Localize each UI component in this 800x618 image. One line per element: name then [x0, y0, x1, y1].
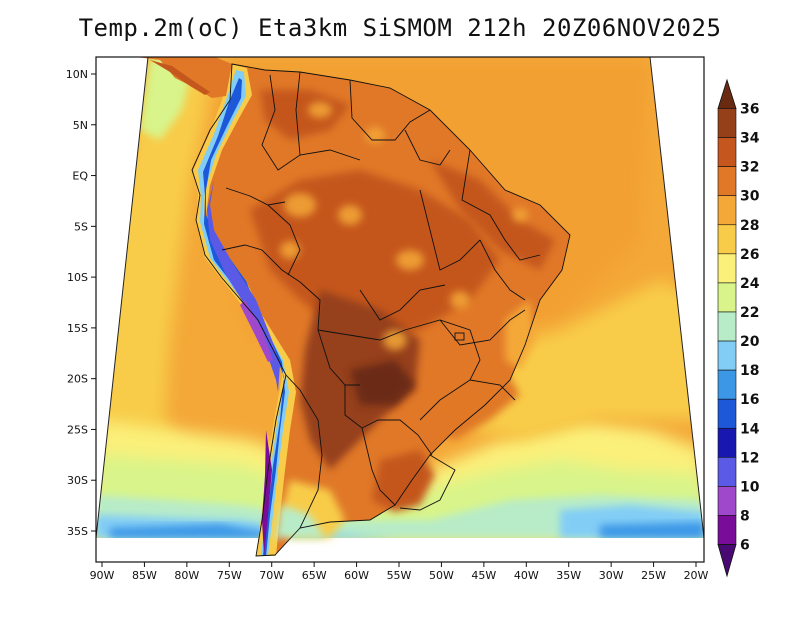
latitude-axis: 10N 5N EQ 5S 10S 15S 20S 25S 30S 35S [66, 68, 96, 538]
colorbar-segment [717, 486, 737, 516]
colorbar-label: 6 [740, 538, 750, 554]
colorbar-label: 22 [740, 305, 759, 321]
lon-tick-label: 55W [387, 569, 412, 582]
colorbar-segment [717, 224, 737, 255]
lon-tick-label: 35W [556, 569, 581, 582]
country-borders [191, 63, 571, 557]
lat-tick-label: 30S [67, 474, 88, 487]
lon-tick-label: 40W [514, 569, 539, 582]
colorbar-segment [717, 311, 737, 342]
lon-tick-label: 50W [429, 569, 454, 582]
longitude-axis: 90W 85W 80W 75W 70W 65W 60W 55W 50W 45W 40W 35W 30W 2… [90, 562, 709, 582]
lat-tick-label: 10N [66, 68, 88, 81]
colorbar-segment [717, 427, 737, 458]
lat-tick-label: 10S [67, 271, 88, 284]
lat-tick-label: 5N [73, 119, 88, 132]
colorbar-segment [717, 195, 737, 226]
colorbar-segment [717, 166, 737, 197]
domain-edge [95, 56, 705, 539]
colorbar-segment [717, 282, 737, 313]
colorbar-label: 32 [740, 160, 759, 176]
south-america-land [192, 64, 570, 556]
colorbar-label: 24 [740, 276, 760, 292]
colorbar-segment [717, 340, 737, 371]
colorbar-label: 18 [740, 363, 759, 379]
temperature-colorbar: 36 34 32 30 28 26 24 22 20 18 16 14 12 10 8 6 [717, 78, 760, 578]
lon-tick-label: 20W [684, 569, 709, 582]
colorbar-segment [717, 369, 737, 400]
lat-tick-label: 25S [67, 423, 88, 436]
colorbar-label: 16 [740, 392, 759, 408]
lon-tick-label: 25W [641, 569, 666, 582]
lat-tick-label: 35S [67, 525, 88, 538]
colorbar-segment [717, 108, 737, 138]
colorbar-label: 8 [740, 508, 750, 524]
lat-tick-label: 15S [67, 322, 88, 335]
colorbar-label: 12 [740, 450, 759, 466]
colorbar-label: 34 [740, 131, 760, 147]
lon-tick-label: 65W [302, 569, 327, 582]
lon-tick-label: 90W [90, 569, 115, 582]
colorbar-segment [717, 398, 737, 429]
lon-tick-label: 75W [217, 569, 242, 582]
lon-tick-label: 85W [132, 569, 157, 582]
colorbar-segment [717, 137, 737, 167]
colorbar-label: 30 [740, 189, 760, 205]
map-title: Temp.2m(oC) Eta3km SiSMOM 212h 20Z06NOV2… [78, 14, 722, 42]
colorbar-label: 26 [740, 247, 759, 263]
lat-tick-label: 5S [74, 220, 88, 233]
colorbar-label: 10 [740, 479, 760, 495]
colorbar-label: 20 [740, 334, 760, 350]
colorbar-label: 28 [740, 218, 759, 234]
colorbar-top-arrow [717, 78, 737, 109]
colorbar-segment [717, 457, 737, 487]
lon-tick-label: 60W [344, 569, 369, 582]
lon-tick-label: 45W [471, 569, 496, 582]
colorbar-segment [717, 515, 737, 545]
lon-tick-label: 30W [599, 569, 624, 582]
lon-tick-label: 80W [174, 569, 199, 582]
central-america-land [136, 57, 232, 98]
lon-tick-label: 70W [259, 569, 284, 582]
lat-tick-label: EQ [72, 170, 88, 183]
colorbar-bottom-arrow [717, 544, 737, 578]
colorbar-label: 36 [740, 102, 759, 118]
lat-tick-label: 20S [67, 373, 88, 386]
colorbar-label: 14 [740, 421, 760, 437]
plot-frame [95, 56, 705, 563]
colorbar-segment [717, 253, 737, 284]
